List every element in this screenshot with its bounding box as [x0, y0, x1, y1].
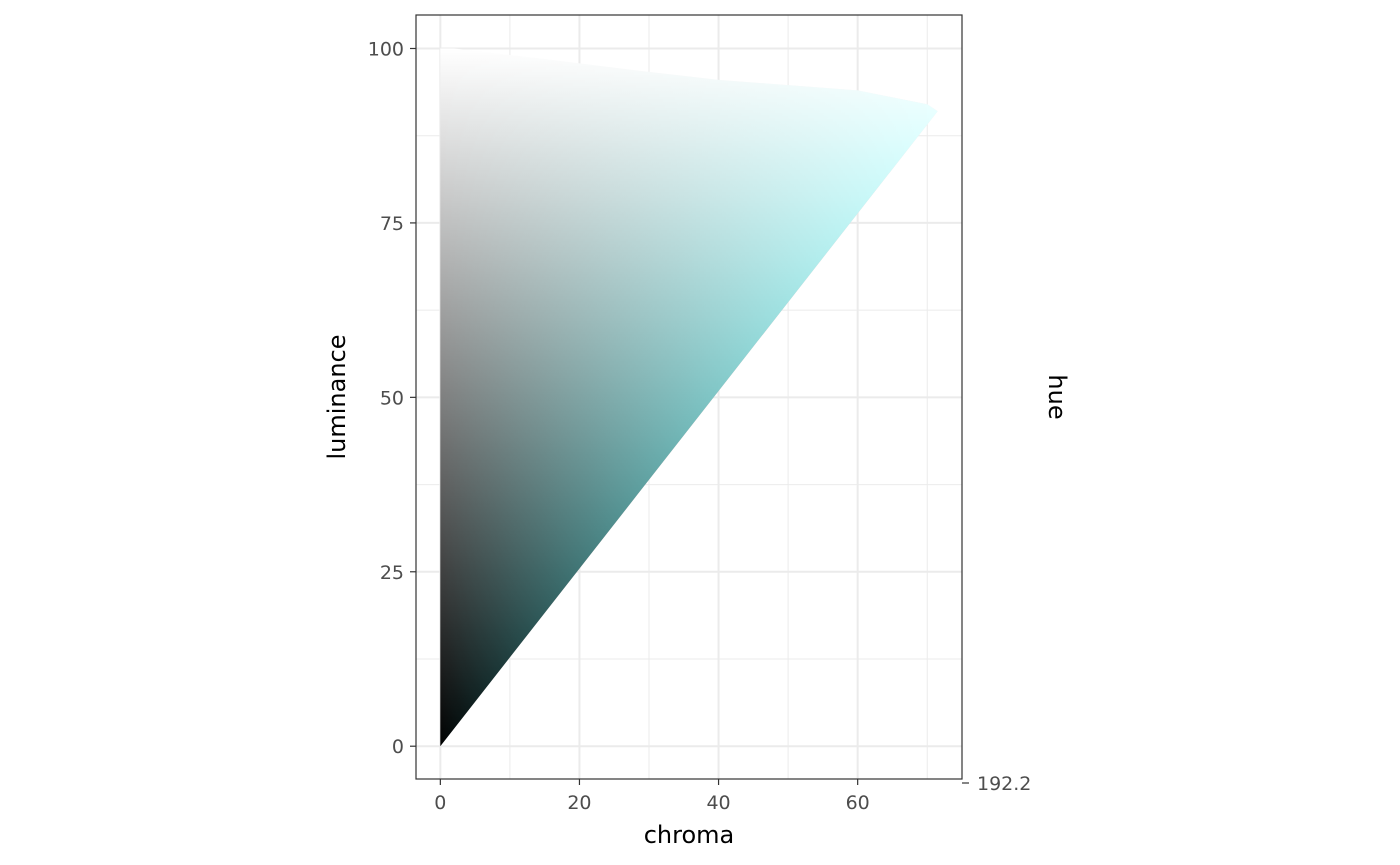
- x-tick-label: 20: [567, 792, 591, 814]
- x-tick-label: 40: [706, 792, 730, 814]
- y-tick-label: 75: [380, 213, 404, 235]
- x-tick-label: 0: [434, 792, 446, 814]
- y-tick-label: 100: [368, 38, 404, 60]
- hue-legend-title: hue: [1043, 374, 1071, 419]
- chroma-gradient-region: [440, 48, 938, 747]
- y-tick-label: 0: [392, 736, 404, 758]
- color-region: [440, 48, 938, 747]
- x-tick-label: 60: [846, 792, 870, 814]
- y-axis: 0 25 50 75 100: [368, 38, 416, 758]
- y-axis-title: luminance: [323, 334, 351, 459]
- x-axis: 0 20 40 60: [434, 779, 870, 814]
- x-axis-title: chroma: [644, 821, 735, 849]
- y-tick-label: 25: [380, 562, 404, 584]
- hue-tick-label: 192.2: [977, 773, 1031, 795]
- y-tick-label: 50: [380, 387, 404, 409]
